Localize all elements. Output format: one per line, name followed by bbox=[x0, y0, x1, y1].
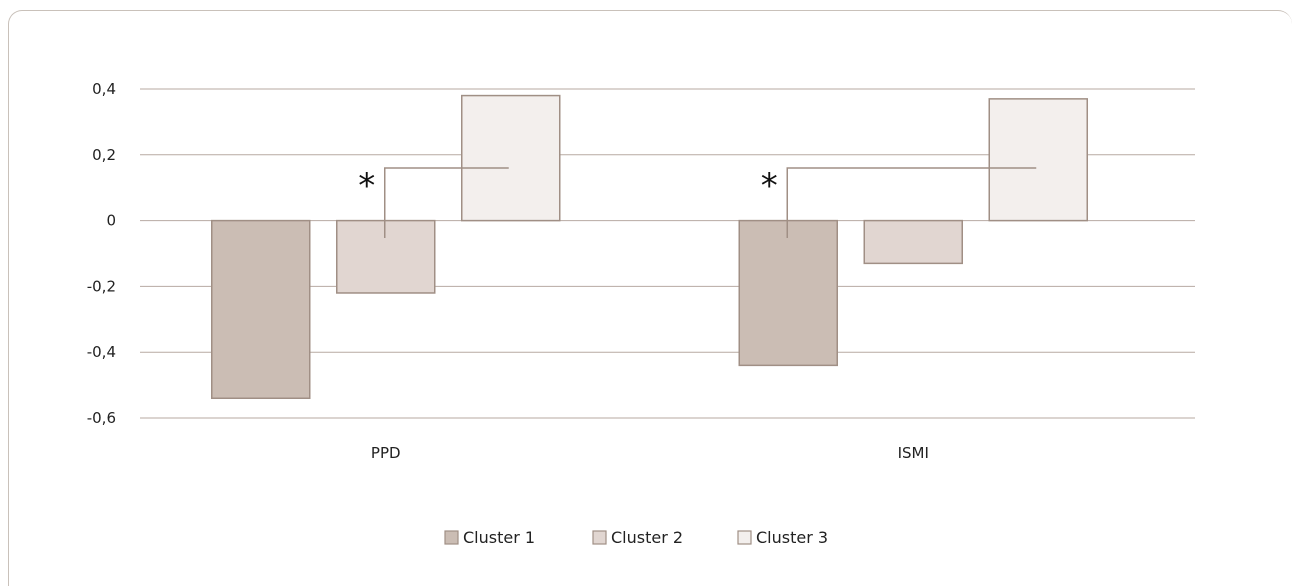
bar-ismi-cluster-1 bbox=[738, 219, 838, 367]
significance-star: * bbox=[358, 166, 375, 206]
x-axis-category-labels: PPD ISMI bbox=[371, 444, 929, 462]
legend-swatch bbox=[444, 530, 459, 545]
bar-ppd-cluster-2 bbox=[336, 219, 436, 294]
significance-bracket bbox=[384, 167, 509, 238]
legend-label: Cluster 2 bbox=[611, 528, 683, 547]
significance-annotations: * * bbox=[358, 166, 1037, 238]
legend-swatch bbox=[737, 530, 752, 545]
y-axis-tick-labels: 0,4 0,2 0 -0,2 -0,4 -0,6 bbox=[87, 80, 116, 427]
bars bbox=[211, 94, 1088, 400]
legend-label: Cluster 1 bbox=[463, 528, 535, 547]
y-tick-label: -0,6 bbox=[87, 409, 116, 427]
y-tick-label: 0,4 bbox=[92, 80, 116, 98]
legend: Cluster 1 Cluster 2 Cluster 3 bbox=[444, 528, 828, 547]
significance-bracket bbox=[786, 167, 1037, 238]
category-label: PPD bbox=[371, 444, 401, 462]
legend-label: Cluster 3 bbox=[756, 528, 828, 547]
bar-ismi-cluster-2 bbox=[863, 219, 963, 265]
category-label: ISMI bbox=[898, 444, 929, 462]
legend-swatch bbox=[592, 530, 607, 545]
y-tick-label: -0,4 bbox=[87, 343, 116, 361]
y-tick-label: 0,2 bbox=[92, 146, 116, 164]
y-tick-label: -0,2 bbox=[87, 277, 116, 295]
bar-ppd-cluster-1 bbox=[211, 219, 311, 400]
y-tick-label: 0 bbox=[106, 212, 116, 230]
significance-star: * bbox=[761, 166, 778, 206]
bar-ismi-cluster-3 bbox=[988, 98, 1088, 222]
bar-ppd-cluster-3 bbox=[461, 94, 561, 222]
